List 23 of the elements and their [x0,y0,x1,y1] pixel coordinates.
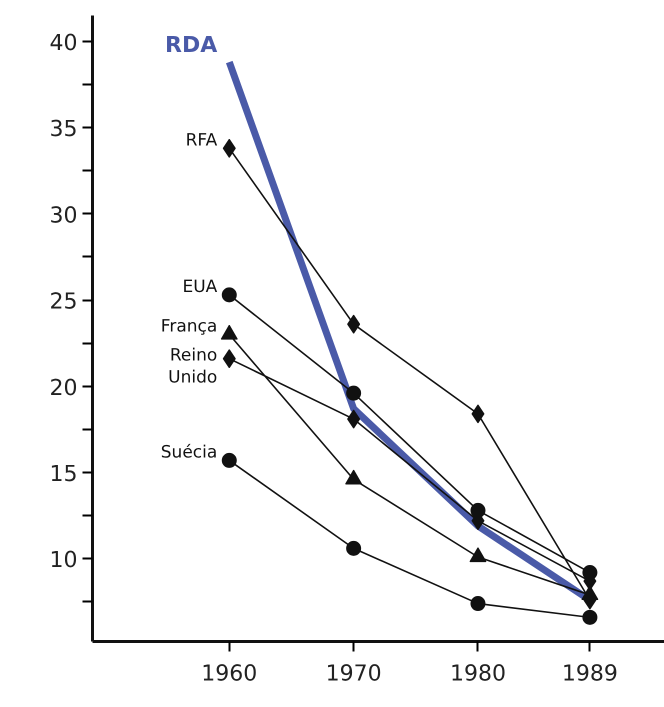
series-label: EUA [182,276,218,297]
point [346,386,362,401]
point [222,452,237,468]
y-tick-label: 35 [50,117,78,142]
x-tick-label: 1960 [201,662,258,686]
y-tick-label: 20 [50,376,78,401]
series-label: Suécia [160,442,218,462]
point [346,540,362,556]
series-label: Reino Unido [168,346,218,388]
x-tick-label: 1980 [450,662,506,686]
y-tick-label: 30 [50,203,78,228]
point [222,287,237,302]
series-label: França [160,316,218,337]
x-tick-label: 1970 [326,662,382,686]
y-tick-label: 25 [50,290,78,315]
point [470,596,486,612]
series-label: RDA [165,33,218,58]
y-tick-label: 15 [50,462,78,487]
y-tick-label: 10 [50,548,78,574]
x-tick-label: 1989 [562,662,618,686]
point [582,610,598,625]
y-tick-label: 40 [50,30,78,56]
series-label: RFA [186,130,218,150]
